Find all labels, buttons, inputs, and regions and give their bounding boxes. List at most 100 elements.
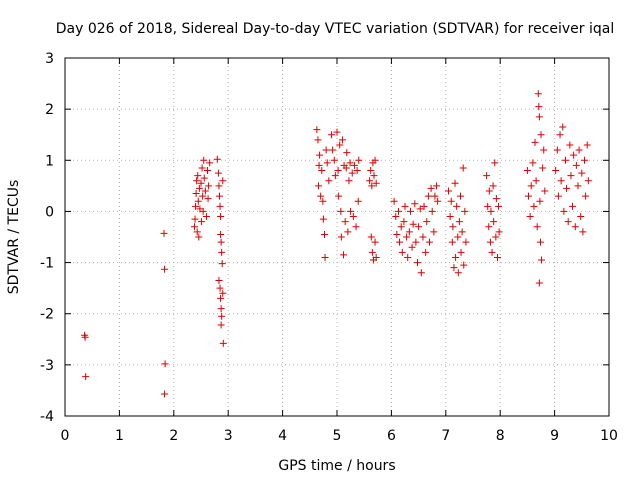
data-point — [578, 169, 586, 177]
x-tick-label: 4 — [278, 428, 287, 444]
data-point — [192, 190, 200, 198]
data-point — [321, 253, 329, 261]
data-point — [345, 177, 353, 185]
data-point — [323, 159, 331, 167]
data-point — [411, 200, 419, 208]
data-point — [372, 253, 380, 261]
data-point — [579, 228, 587, 236]
y-tick-labels: -4 -3 -2 -1 0 1 2 3 — [40, 51, 54, 425]
axis-ticks — [64, 57, 610, 417]
data-point — [352, 223, 360, 231]
data-point — [575, 146, 583, 154]
grid-lines — [65, 58, 609, 416]
x-tick-label: 5 — [333, 428, 342, 444]
data-point — [401, 202, 409, 210]
data-point — [535, 113, 543, 121]
data-point — [404, 253, 412, 261]
data-point — [335, 192, 343, 200]
data-point — [491, 159, 499, 167]
x-tick-label: 6 — [387, 428, 396, 444]
data-point — [349, 213, 357, 221]
data-point — [535, 279, 543, 287]
data-point — [445, 187, 453, 195]
data-point — [337, 207, 345, 215]
data-point — [420, 202, 428, 210]
data-point — [428, 207, 436, 215]
data-point — [535, 103, 543, 111]
data-point — [459, 164, 467, 172]
data-point — [559, 123, 567, 131]
data-point — [574, 182, 582, 190]
data-point — [200, 174, 208, 182]
data-point — [577, 213, 585, 221]
data-point — [368, 182, 376, 190]
data-point — [219, 339, 227, 347]
data-point — [492, 233, 500, 241]
data-point — [484, 202, 492, 210]
data-point — [370, 172, 378, 180]
data-point — [393, 230, 401, 238]
data-point — [218, 260, 226, 268]
data-point — [540, 146, 548, 154]
data-point — [572, 161, 580, 169]
data-point — [495, 202, 503, 210]
x-tick-label: 7 — [441, 428, 450, 444]
data-point — [368, 248, 376, 256]
data-point — [567, 172, 575, 180]
y-tick-label: 1 — [45, 153, 54, 169]
data-point — [216, 202, 224, 210]
data-point — [414, 259, 422, 267]
data-point — [536, 238, 544, 246]
data-point — [206, 159, 214, 167]
data-point — [489, 182, 497, 190]
data-point — [454, 269, 462, 277]
data-point — [219, 177, 227, 185]
data-point — [366, 177, 374, 185]
data-point — [328, 131, 336, 139]
data-point — [534, 90, 542, 98]
data-point — [325, 177, 333, 185]
data-point — [313, 126, 321, 134]
data-point — [197, 179, 205, 187]
data-point — [342, 164, 350, 172]
data-point — [490, 218, 498, 226]
data-point — [569, 202, 577, 210]
x-axis-label: GPS time / hours — [278, 458, 395, 474]
data-point — [397, 223, 405, 231]
data-point — [346, 159, 354, 167]
data-point — [317, 192, 325, 200]
data-point — [458, 228, 466, 236]
data-point — [316, 151, 324, 159]
data-point — [539, 164, 547, 172]
data-point — [367, 167, 375, 175]
data-point — [215, 276, 223, 284]
data-point — [462, 238, 470, 246]
data-point — [314, 136, 322, 144]
data-point — [425, 238, 433, 246]
data-point — [396, 238, 404, 246]
data-point — [213, 155, 221, 163]
data-point — [530, 202, 538, 210]
data-point — [343, 149, 351, 157]
data-point — [201, 187, 209, 195]
data-point — [217, 305, 225, 313]
data-point — [161, 390, 169, 398]
data-point — [398, 248, 406, 256]
data-point — [354, 197, 362, 205]
y-tick-label: 2 — [45, 102, 54, 118]
data-point — [198, 218, 206, 226]
data-point — [538, 256, 546, 264]
data-point — [561, 156, 569, 164]
data-point — [537, 131, 545, 139]
data-point — [200, 156, 208, 164]
data-point — [487, 207, 495, 215]
data-point — [160, 229, 168, 237]
data-point — [330, 156, 338, 164]
data-point — [423, 218, 431, 226]
data-point — [322, 146, 330, 154]
y-tick-label: 0 — [45, 204, 54, 220]
data-point — [338, 136, 346, 144]
data-point — [400, 218, 408, 226]
data-point — [452, 253, 460, 261]
